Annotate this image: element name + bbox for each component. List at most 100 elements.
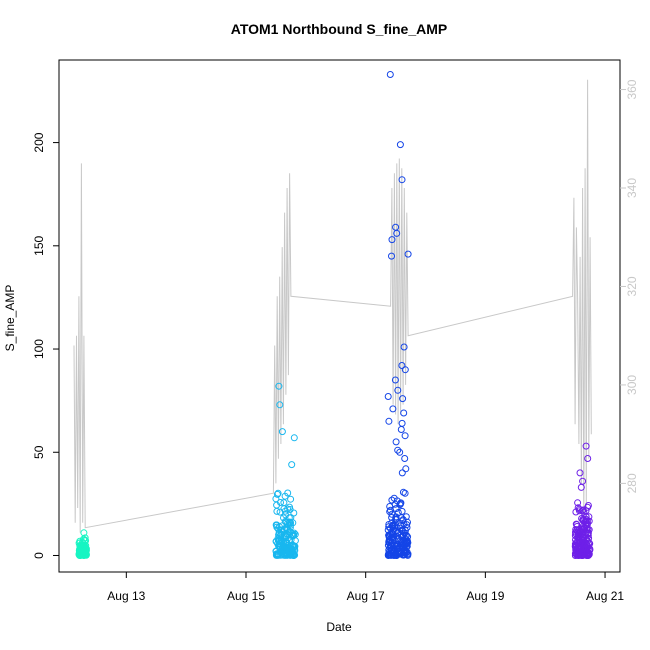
y-tick-label: 100 [32,339,46,359]
data-point [277,531,285,539]
data-point [281,492,289,500]
x-axis: Aug 13 Aug 15 Aug 17 Aug 19 Aug 21 [107,572,624,603]
data-point [389,405,397,413]
data-point [291,551,299,559]
data-point [396,501,404,509]
data-point [284,505,292,513]
temperature-line-layer [73,79,592,533]
data-point [399,395,407,403]
data-point [285,546,293,553]
data-point [582,442,590,450]
y-tick-label: 200 [32,132,46,152]
data-point [278,428,286,436]
data-point [398,469,406,477]
data-point [584,455,592,462]
y2-tick-label: 300 [625,375,639,395]
data-point [392,551,400,559]
data-point [579,544,587,552]
y-axis-label: S_fine_AMP [3,285,17,352]
data-point [274,489,282,497]
data-point [388,514,396,521]
x-tick-label: Aug 13 [107,589,145,603]
data-point [399,537,407,545]
y-axis-left: 0 50 100 150 200 [32,132,59,559]
data-point [577,534,585,542]
data-point [579,540,587,548]
data-point [579,477,587,485]
data-point [275,382,283,390]
data-point [392,543,400,551]
data-point [280,499,288,507]
data-point [404,533,412,541]
y-axis-right: 280 300 320 340 360 [620,79,639,493]
data-point [582,522,590,530]
data-point [397,500,405,508]
chart-title: ATOM1 Northbound S_fine_AMP [231,21,447,37]
x-tick-label: Aug 15 [227,589,265,603]
data-point [288,461,296,469]
x-tick-label: Aug 19 [466,589,504,603]
data-point [401,455,409,462]
data-point [394,446,402,454]
data-point [273,490,281,498]
data-point [401,489,409,497]
data-point [387,551,395,559]
data-point [273,521,281,529]
data-point [402,465,410,473]
data-point [384,393,392,400]
data-point [584,502,592,509]
data-point [284,520,292,528]
x-axis-label: Date [326,620,352,634]
data-point [583,517,591,525]
data-point [394,386,402,394]
data-point [579,527,587,535]
data-point [273,507,281,515]
data-point [273,523,281,531]
data-point [404,250,412,258]
data-point [392,438,400,446]
data-point [583,521,591,529]
y2-tick-label: 280 [625,473,639,493]
data-point [278,545,286,553]
data-point [386,71,394,78]
data-point [576,469,584,477]
data-point [387,506,394,514]
data-point [290,434,298,442]
data-point [401,432,409,440]
data-point [572,508,580,516]
data-point [281,518,289,525]
data-point [290,509,298,517]
data-point [400,343,408,351]
data-point [388,236,396,244]
data-point [393,229,401,237]
data-point [276,532,284,540]
data-point [401,549,409,557]
data-point [583,552,591,559]
data-point [574,499,582,507]
data-point [280,514,287,522]
data-point [400,409,408,417]
data-point [398,176,406,184]
data-point [388,252,395,260]
data-point [385,417,393,425]
data-point [396,448,404,456]
data-point [276,508,284,516]
data-point [285,534,293,541]
data-point [290,529,298,537]
data-point [398,526,406,534]
data-point [399,488,407,496]
data-point [394,550,402,557]
data-point [78,549,86,557]
data-point [579,523,587,530]
data-point [572,528,579,536]
data-point [578,507,586,515]
y2-tick-label: 340 [625,178,639,198]
y-tick-label: 0 [32,552,46,559]
data-point [391,376,399,384]
data-point [398,507,406,515]
data-point [572,526,580,533]
data-point [80,529,88,537]
data-point [276,401,284,409]
data-point [386,503,394,510]
